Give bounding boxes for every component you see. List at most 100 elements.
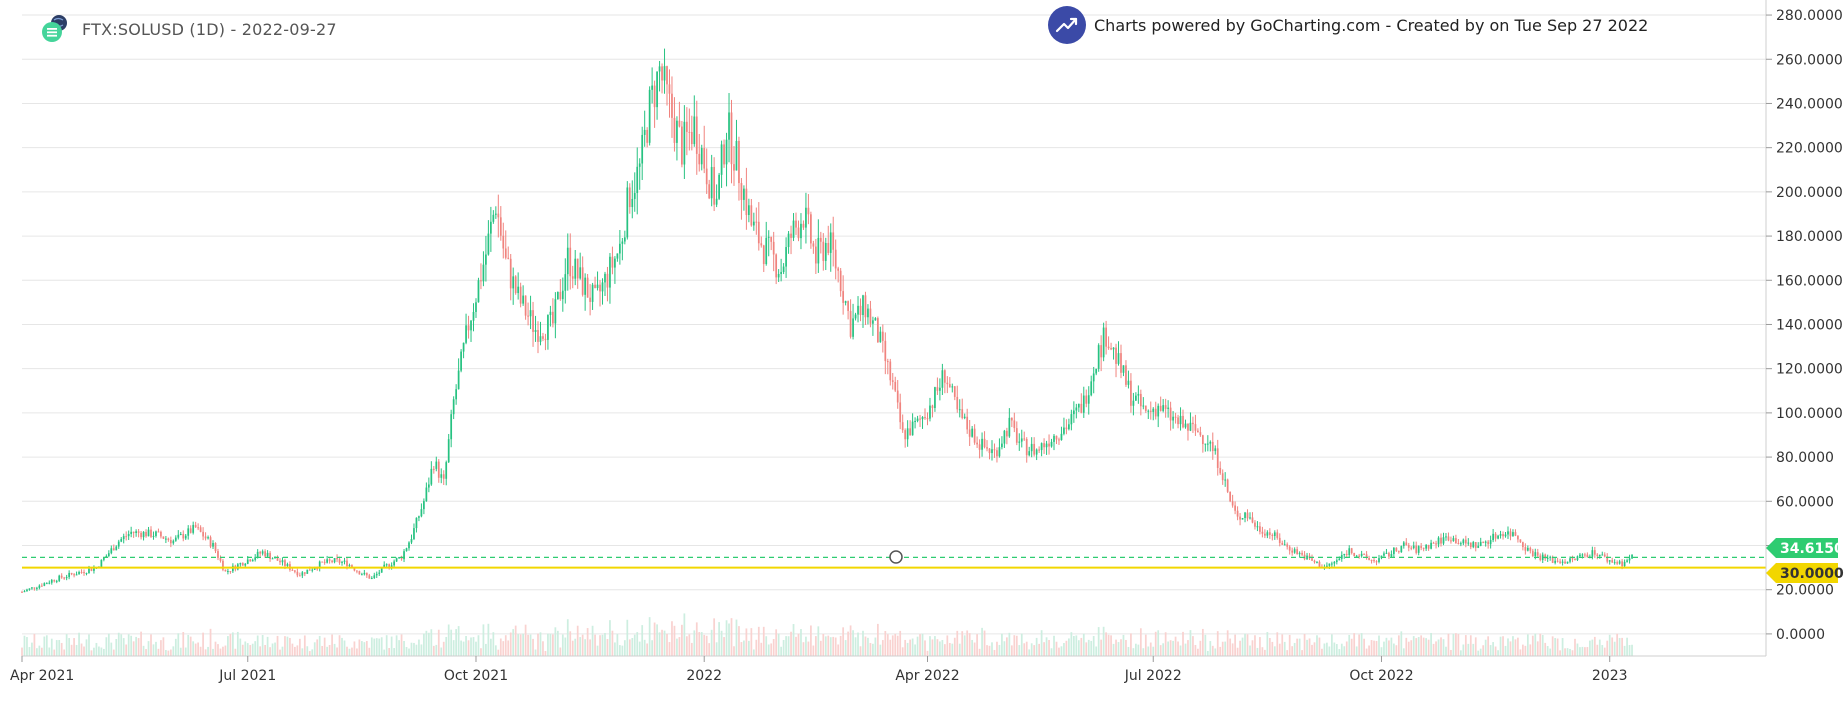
volume-bar — [1397, 635, 1400, 656]
volume-bar — [390, 636, 393, 656]
volume-bar — [31, 642, 33, 656]
volume-bar — [1157, 630, 1160, 656]
candle-body — [740, 183, 743, 200]
volume-bar — [1010, 645, 1013, 656]
candle-body — [435, 461, 438, 469]
volume-bar — [1455, 633, 1457, 656]
candle-body — [1375, 561, 1378, 563]
volume-bar — [1452, 633, 1455, 656]
candle-body — [442, 474, 445, 479]
volume-bar — [636, 632, 639, 656]
volume-bar — [1499, 636, 1502, 656]
candle-body — [65, 577, 68, 579]
volume-bar — [1296, 638, 1298, 656]
volume-bar — [1040, 630, 1043, 656]
level-anchor-handle[interactable] — [889, 550, 903, 564]
volume-bar — [653, 622, 656, 656]
volume-bar — [375, 638, 378, 656]
volume-bar — [53, 649, 56, 656]
candle-body — [822, 241, 825, 261]
volume-bar — [88, 634, 90, 656]
volume-bar — [676, 638, 678, 656]
volume-bar — [1045, 637, 1048, 656]
candle-body — [755, 221, 758, 223]
candle-body — [63, 577, 66, 579]
candle-body — [1353, 553, 1356, 557]
candle-body — [1467, 542, 1470, 544]
volume-bar — [948, 642, 951, 656]
candle-body — [427, 484, 430, 488]
candle-body — [1355, 555, 1358, 557]
candle-body — [1492, 533, 1494, 541]
candle-body — [301, 572, 304, 576]
candle-body — [1127, 380, 1130, 385]
candle-body — [658, 66, 661, 72]
candle-body — [619, 243, 621, 254]
candle-body — [653, 85, 656, 108]
candle-body — [708, 184, 711, 199]
volume-bar — [1593, 636, 1596, 656]
volume-bar — [872, 643, 874, 656]
volume-bar — [1189, 630, 1192, 656]
volume-bar — [824, 636, 827, 656]
volume-bar — [1477, 650, 1480, 656]
candle-body — [246, 559, 249, 564]
candle-body — [1197, 430, 1199, 433]
candle-body — [738, 140, 740, 184]
candle-body — [638, 163, 641, 167]
volume-bar — [864, 636, 867, 656]
volume-bar — [946, 635, 949, 656]
volume-bar — [1427, 639, 1430, 656]
candle-body — [1581, 554, 1584, 556]
volume-bar — [462, 641, 465, 656]
candle-body — [1298, 552, 1301, 555]
candle-body — [291, 569, 294, 571]
volume-bar — [529, 634, 532, 656]
candle-body — [375, 573, 378, 576]
volume-bar — [132, 641, 135, 656]
volume-bar — [1524, 645, 1527, 656]
candle-body — [110, 548, 113, 554]
volume-bar — [291, 643, 294, 656]
candle-body — [1063, 427, 1065, 434]
volume-bar — [246, 643, 249, 656]
candle-body — [209, 537, 212, 547]
volume-bar — [316, 639, 319, 656]
candle-body — [1584, 554, 1586, 556]
candle-body — [177, 534, 180, 538]
candle-body — [785, 247, 787, 267]
volume-bar — [40, 647, 43, 656]
volume-bar — [1192, 636, 1194, 656]
candle-body — [909, 428, 911, 436]
candle-body — [666, 66, 668, 85]
volume-bar — [204, 649, 207, 656]
candle-body — [60, 575, 63, 578]
candle-body — [370, 577, 373, 579]
gocharting-logo-icon[interactable] — [1048, 6, 1086, 44]
volume-bar — [1430, 632, 1432, 656]
volume-bar — [832, 636, 835, 656]
candle-body — [398, 556, 400, 559]
volume-bar — [556, 630, 559, 656]
candle-body — [323, 561, 326, 563]
volume-bar — [279, 649, 281, 656]
volume-bar — [777, 633, 780, 656]
volume-bar — [1586, 647, 1589, 656]
volume-bar — [1169, 640, 1172, 656]
volume-bar — [1080, 637, 1083, 656]
volume-bar — [1445, 646, 1447, 656]
volume-bar — [1065, 640, 1068, 656]
menu-logo-icon[interactable] — [40, 14, 70, 44]
volume-bar — [127, 634, 130, 656]
x-tick-label: 2022 — [686, 668, 722, 684]
candle-body — [452, 399, 455, 415]
candle-body — [1095, 368, 1098, 374]
candle-body — [946, 382, 949, 385]
candle-body — [1199, 432, 1202, 436]
volume-bar — [502, 641, 505, 656]
candle-body — [827, 242, 830, 253]
candle-body — [623, 237, 626, 242]
candle-body — [1028, 451, 1031, 456]
volume-bar — [988, 645, 991, 656]
candle-body — [609, 256, 611, 288]
